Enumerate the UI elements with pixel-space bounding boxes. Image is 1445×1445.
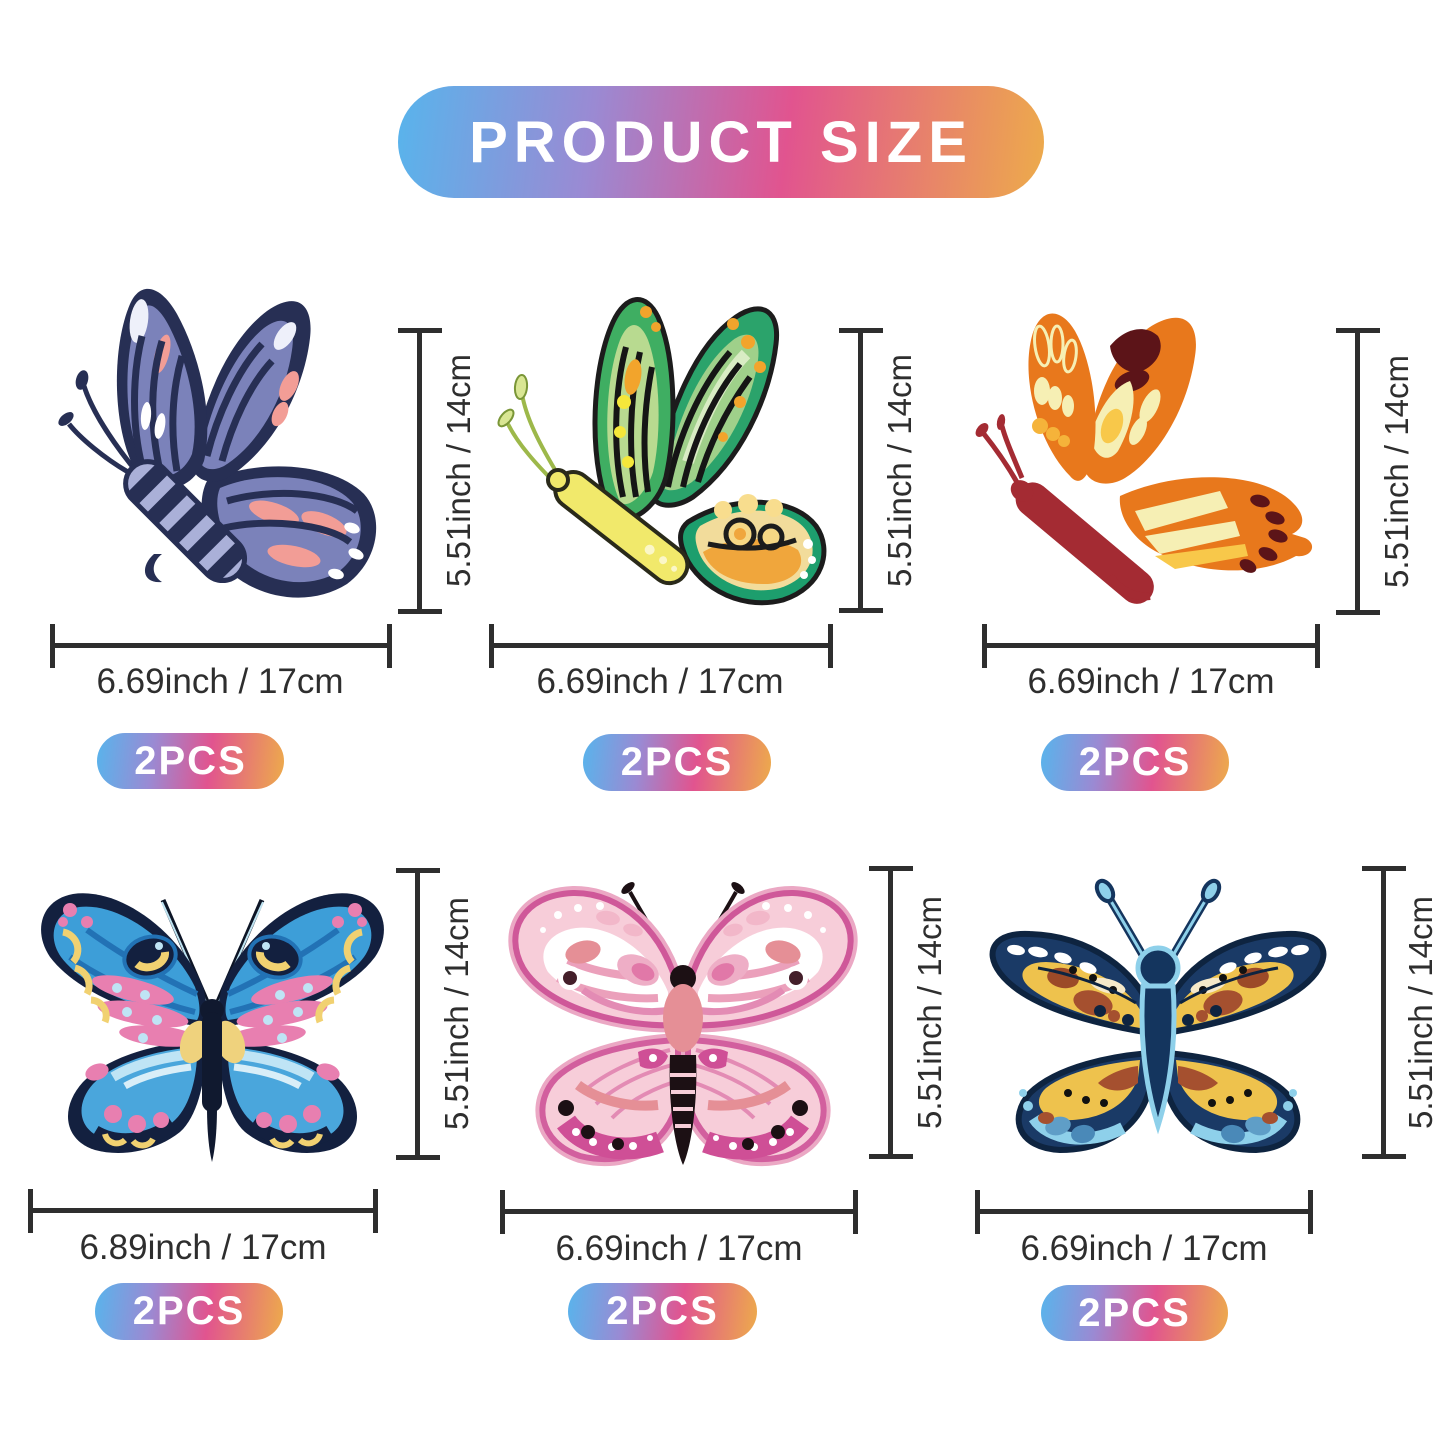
height-dimension-label-3: 5.51inch / 14cm bbox=[1378, 355, 1415, 588]
butterfly-navy-yellow-illustration bbox=[968, 878, 1348, 1178]
height-dimension-line-6 bbox=[1362, 866, 1406, 1159]
height-dimension-label-4: 5.51inch / 14cm bbox=[438, 897, 475, 1131]
height-dimension-label-2: 5.51inch / 14cm bbox=[881, 354, 918, 587]
width-dimension-line-4 bbox=[28, 1189, 378, 1233]
width-dimension-line-2 bbox=[489, 624, 833, 668]
butterfly-purple-illustration bbox=[58, 288, 377, 598]
width-dimension-line-1 bbox=[50, 624, 392, 668]
quantity-badge-6: 2PCS bbox=[1041, 1285, 1228, 1341]
quantity-badge-2: 2PCS bbox=[583, 734, 771, 791]
width-dimension-line-5 bbox=[500, 1190, 858, 1234]
height-dimension-label-5: 5.51inch / 14cm bbox=[911, 896, 948, 1129]
quantity-badge-1: 2PCS bbox=[97, 733, 284, 789]
height-dimension-label-1: 5.51inch / 14cm bbox=[440, 354, 477, 588]
width-dimension-line-6 bbox=[975, 1190, 1313, 1234]
height-dimension-line-1 bbox=[398, 328, 442, 614]
width-dimension-line-3 bbox=[982, 624, 1320, 668]
width-dimension-label-2: 6.69inch / 17cm bbox=[536, 662, 784, 701]
page-title: PRODUCT SIZE bbox=[398, 86, 1044, 198]
butterfly-green-illustration bbox=[497, 297, 827, 606]
height-dimension-label-6: 5.51inch / 14cm bbox=[1402, 896, 1439, 1129]
butterfly-orange-illustration bbox=[975, 313, 1313, 604]
width-dimension-label-5: 6.69inch / 17cm bbox=[555, 1229, 803, 1268]
width-dimension-label-1: 6.69inch / 17cm bbox=[96, 662, 344, 701]
width-dimension-label-6: 6.69inch / 17cm bbox=[1020, 1229, 1268, 1268]
height-dimension-line-4 bbox=[396, 868, 440, 1160]
butterfly-blue-illustration bbox=[25, 862, 400, 1162]
quantity-badge-5: 2PCS bbox=[568, 1283, 757, 1340]
quantity-badge-3: 2PCS bbox=[1041, 734, 1229, 791]
quantity-badge-4: 2PCS bbox=[95, 1283, 283, 1340]
width-dimension-label-4: 6.89inch / 17cm bbox=[79, 1228, 327, 1267]
height-dimension-line-5 bbox=[869, 866, 913, 1159]
height-dimension-line-3 bbox=[1336, 328, 1380, 615]
height-dimension-line-2 bbox=[839, 328, 883, 613]
butterfly-pink-illustration bbox=[488, 860, 878, 1178]
width-dimension-label-3: 6.69inch / 17cm bbox=[1027, 662, 1275, 701]
